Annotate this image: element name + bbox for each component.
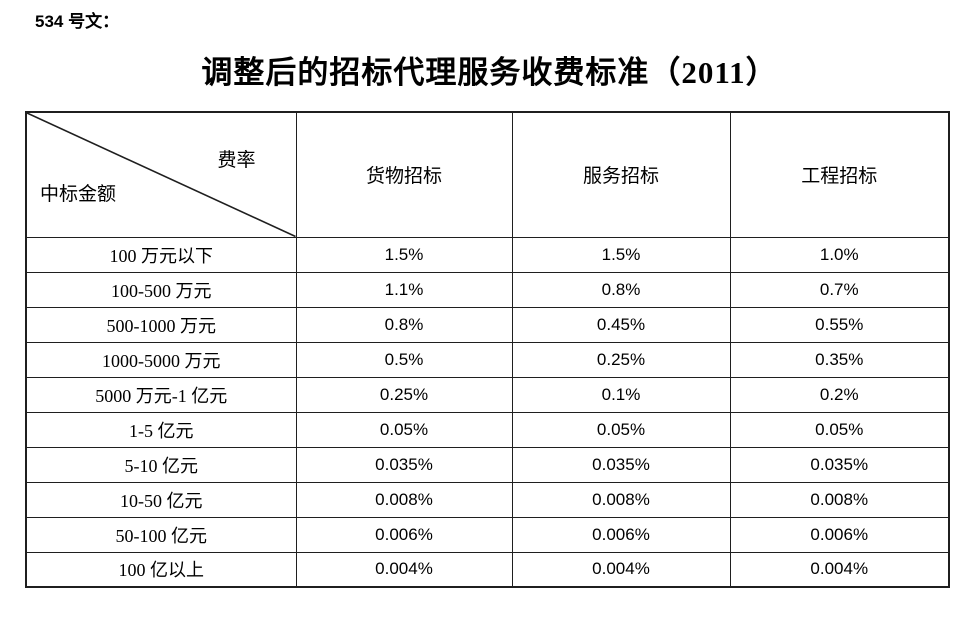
column-header-works: 工程招标: [729, 111, 950, 238]
table-row: 5000 万元-1 亿元 0.25% 0.1% 0.2%: [25, 376, 950, 413]
rate-cell: 0.8%: [511, 271, 731, 308]
row-label: 500-1000 万元: [25, 306, 297, 343]
rate-cell: 0.004%: [295, 551, 513, 588]
row-label: 1-5 亿元: [25, 411, 297, 448]
rate-cell: 0.035%: [295, 446, 513, 483]
corner-label-amount: 中标金额: [40, 184, 117, 205]
rate-cell: 0.45%: [511, 306, 731, 343]
rate-cell: 0.006%: [729, 516, 950, 553]
rate-cell: 1.5%: [295, 236, 513, 273]
rate-cell: 0.035%: [511, 446, 731, 483]
rate-cell: 0.5%: [295, 341, 513, 378]
table-row: 500-1000 万元 0.8% 0.45% 0.55%: [25, 306, 950, 343]
row-label: 50-100 亿元: [25, 516, 297, 553]
row-label: 100 万元以下: [25, 236, 297, 273]
corner-cell: 费率 中标金额: [25, 111, 297, 238]
rate-cell: 0.006%: [511, 516, 731, 553]
diagonal-line-icon: [27, 113, 296, 237]
corner-label-rate: 费率: [217, 150, 256, 171]
table-row: 50-100 亿元 0.006% 0.006% 0.006%: [25, 516, 950, 553]
rate-cell: 1.5%: [511, 236, 731, 273]
row-label: 5000 万元-1 亿元: [25, 376, 297, 413]
row-label: 1000-5000 万元: [25, 341, 297, 378]
rate-cell: 0.008%: [729, 481, 950, 518]
page-title: 调整后的招标代理服务收费标准（2011）: [201, 55, 778, 90]
table-row: 100 亿以上 0.004% 0.004% 0.004%: [25, 551, 950, 588]
rate-cell: 0.05%: [729, 411, 950, 448]
rate-cell: 0.25%: [295, 376, 513, 413]
row-label: 100-500 万元: [25, 271, 297, 308]
rate-cell: 1.1%: [295, 271, 513, 308]
table-row: 100 万元以下 1.5% 1.5% 1.0%: [25, 236, 950, 273]
rate-cell: 0.004%: [511, 551, 731, 588]
column-header-goods: 货物招标: [295, 111, 513, 238]
rate-cell: 0.004%: [729, 551, 950, 588]
rate-cell: 0.008%: [295, 481, 513, 518]
rate-cell: 0.05%: [295, 411, 513, 448]
table-row: 10-50 亿元 0.008% 0.008% 0.008%: [25, 481, 950, 518]
table-row: 1000-5000 万元 0.5% 0.25% 0.35%: [25, 341, 950, 378]
rate-cell: 1.0%: [729, 236, 950, 273]
row-label: 5-10 亿元: [25, 446, 297, 483]
fee-table: 费率 中标金额 货物招标 服务招标 工程招标 100 万元以下 1.5% 1.5…: [25, 111, 950, 588]
rate-cell: 0.2%: [729, 376, 950, 413]
row-label: 10-50 亿元: [25, 481, 297, 518]
column-header-services: 服务招标: [511, 111, 731, 238]
doc-number: 534 号文：: [35, 12, 120, 31]
table-row: 1-5 亿元 0.05% 0.05% 0.05%: [25, 411, 950, 448]
rate-cell: 0.006%: [295, 516, 513, 553]
header-row: 费率 中标金额 货物招标 服务招标 工程招标: [25, 111, 950, 238]
rate-cell: 0.1%: [511, 376, 731, 413]
rate-cell: 0.035%: [729, 446, 950, 483]
rate-cell: 0.8%: [295, 306, 513, 343]
row-label: 100 亿以上: [25, 551, 297, 588]
rate-cell: 0.35%: [729, 341, 950, 378]
rate-cell: 0.7%: [729, 271, 950, 308]
rate-cell: 0.55%: [729, 306, 950, 343]
table-row: 5-10 亿元 0.035% 0.035% 0.035%: [25, 446, 950, 483]
rate-cell: 0.008%: [511, 481, 731, 518]
rate-cell: 0.25%: [511, 341, 731, 378]
rate-cell: 0.05%: [511, 411, 731, 448]
table-row: 100-500 万元 1.1% 0.8% 0.7%: [25, 271, 950, 308]
